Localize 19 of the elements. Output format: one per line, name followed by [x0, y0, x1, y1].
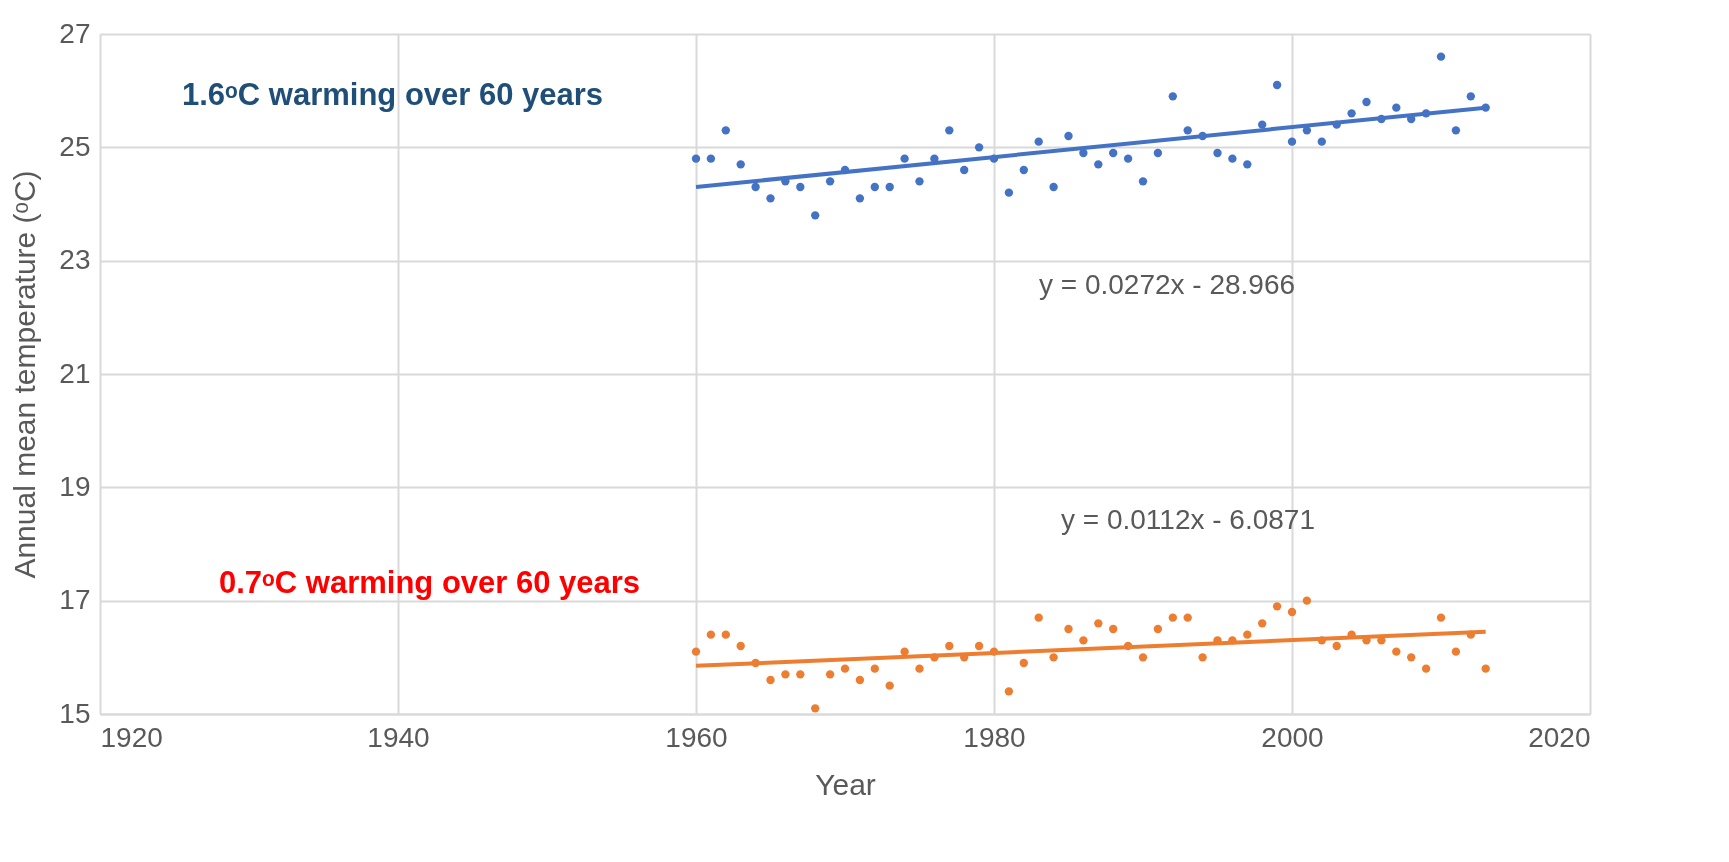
y-tick-label: 19	[59, 470, 91, 502]
y-tick-label: 27	[59, 17, 91, 49]
x-tick-label: 2000	[1261, 721, 1324, 753]
x-tick-label: 1940	[367, 721, 430, 753]
annotation: 0.7ᵒC warming over 60 years	[219, 565, 641, 600]
x-tick-label: 2020	[1528, 721, 1591, 753]
y-tick-label: 15	[59, 697, 91, 729]
x-tick-label: 1920	[100, 721, 163, 753]
y-tick-label: 21	[59, 357, 91, 389]
annotation: y = 0.0112x - 6.0871	[1061, 504, 1315, 535]
y-tick-label: 25	[59, 130, 91, 162]
y-tick-label: 17	[59, 584, 91, 616]
x-tick-label: 1960	[665, 721, 728, 753]
x-axis-title: Year	[815, 767, 876, 801]
y-axis-title: Annual mean temperature (ᵒC)	[8, 170, 42, 579]
x-tick-label: 1980	[963, 721, 1026, 753]
y-tick-label: 23	[59, 244, 91, 276]
annotation: 1.6ᵒC warming over 60 years	[182, 77, 604, 112]
annotation: y = 0.0272x - 28.966	[1039, 269, 1296, 300]
